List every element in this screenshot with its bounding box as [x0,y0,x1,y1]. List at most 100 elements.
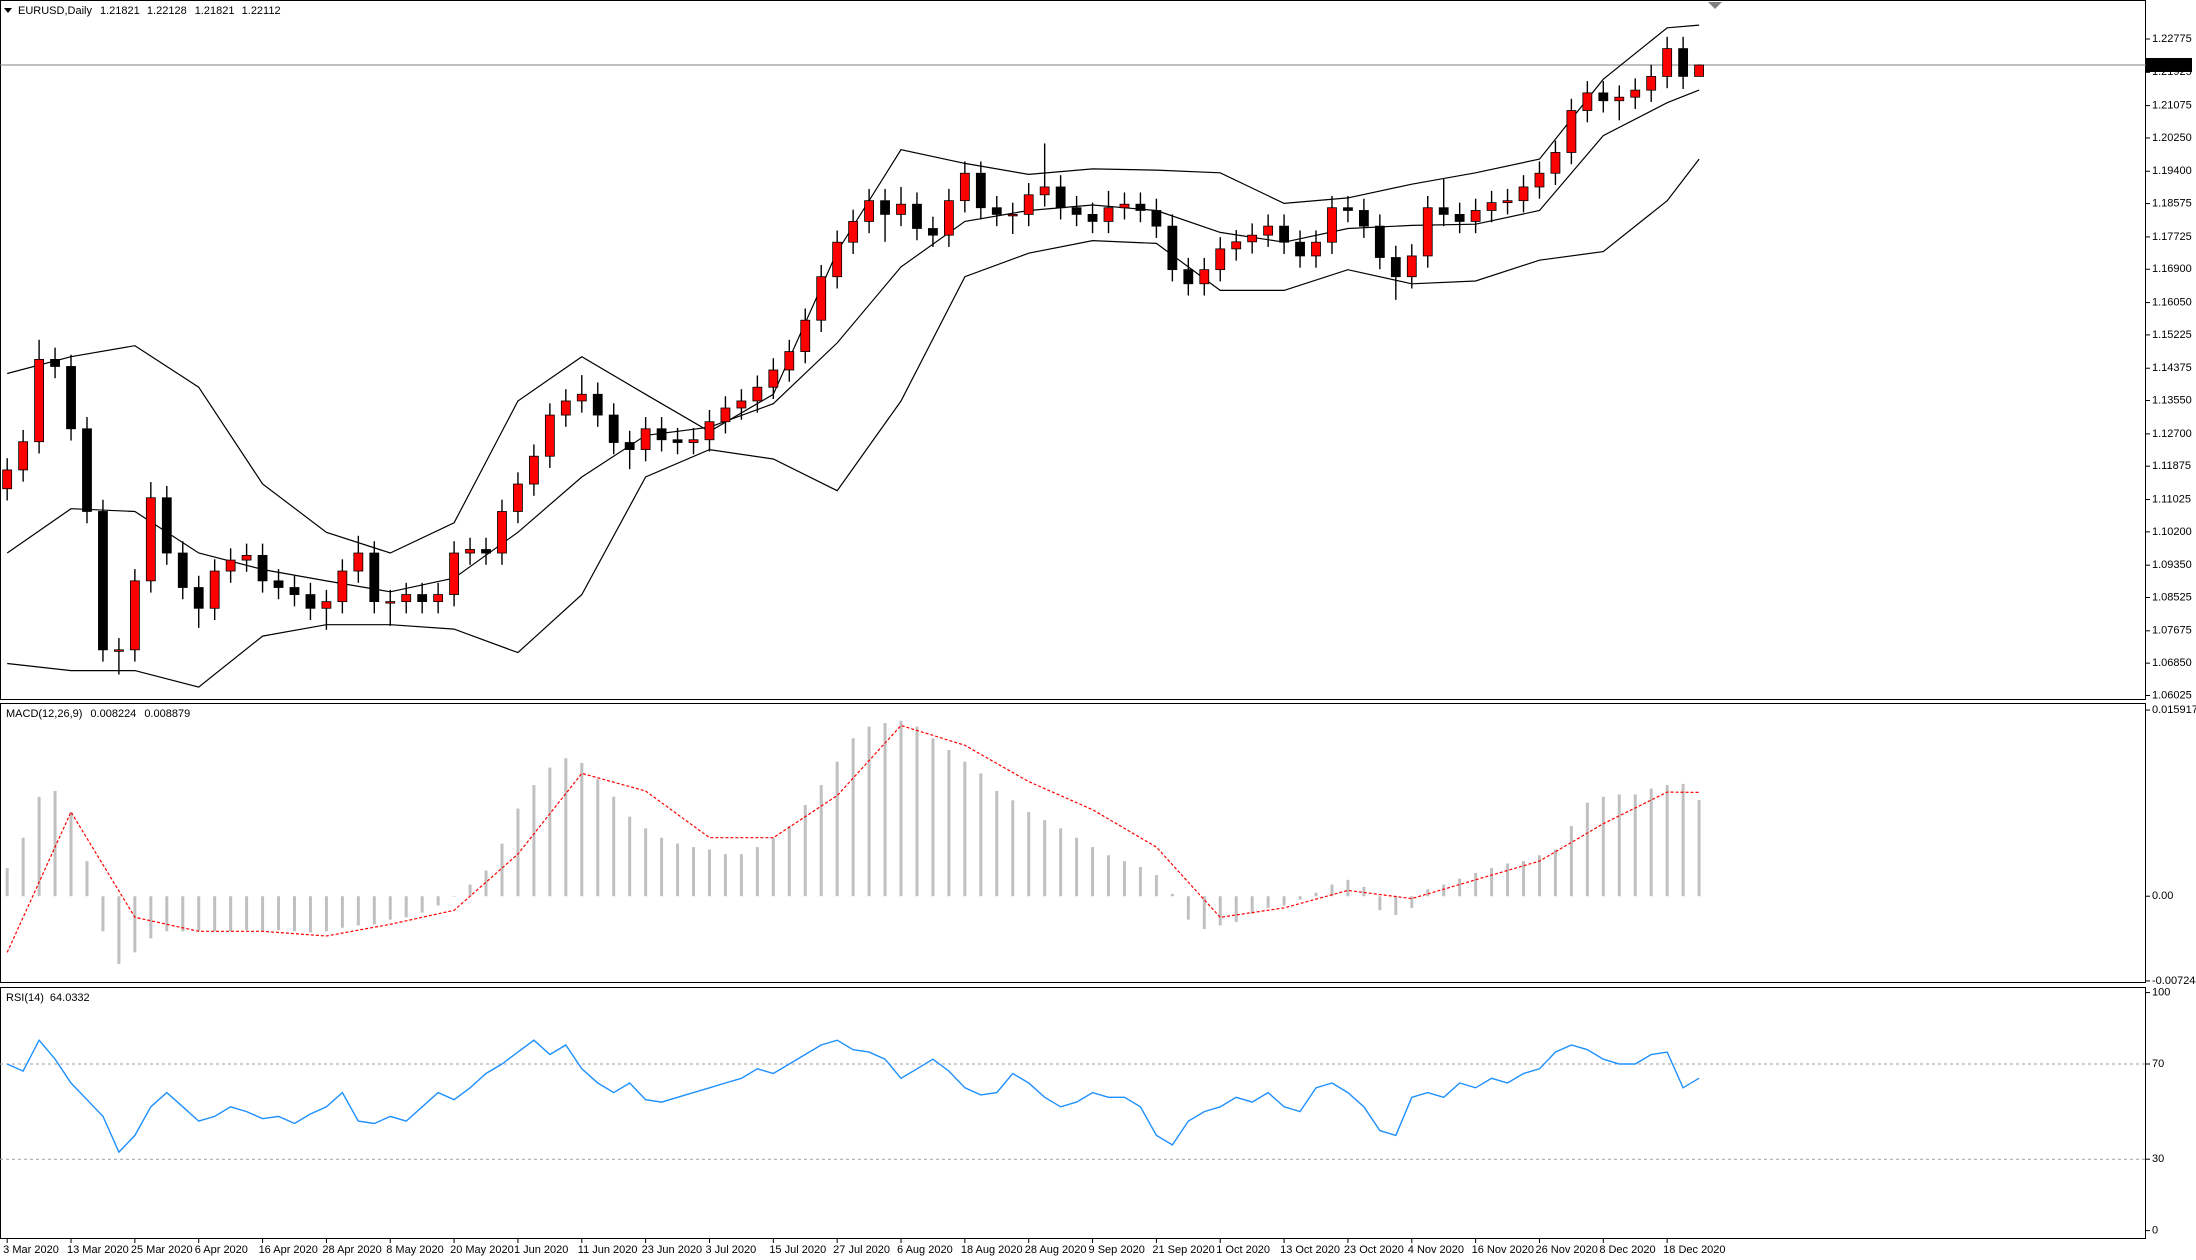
x-tick-label: 16 Nov 2020 [1472,1244,1534,1256]
candle-body [608,414,619,443]
candle-body [1502,200,1513,204]
candle-body [1582,92,1593,111]
candle-body [449,552,459,595]
candle-body [129,580,140,651]
x-tick-label: 9 Sep 2020 [1089,1244,1145,1256]
candle-body [1678,48,1689,77]
candle-body [784,351,795,371]
macd-bar [1298,896,1302,900]
candle-body [656,428,667,441]
candle-body [864,200,874,222]
candle-body [1470,210,1481,222]
macd-bar [404,896,408,918]
panel-frame [0,703,2146,983]
candle-body [1071,207,1082,215]
macd-bar [117,896,121,965]
candle-body [848,221,859,243]
macd-bar [979,773,983,897]
macd-bar [963,761,967,897]
x-tick-label: 18 Aug 2020 [961,1244,1023,1256]
x-tick-label: 8 May 2020 [386,1244,443,1256]
candle-body [50,359,60,367]
macd-bar [1234,896,1238,922]
candle-body [305,594,316,609]
ohlc-readout: 1.22128 [147,5,187,17]
candle-body [1167,225,1178,271]
candle-body [225,559,236,572]
candle-body [880,200,890,215]
panel-title: EURUSD,Daily 1.21821 1.22128 1.21821 1.22112 [18,5,281,17]
y-tick-label: 1.11875 [2152,460,2191,472]
macd-bar [1282,896,1286,906]
macd-bar [1362,886,1366,897]
macd-bar [899,720,903,897]
macd-bar [1426,889,1430,897]
macd-bar [245,896,249,931]
y-tick-label: 1.06025 [2152,689,2192,701]
candle-body [34,359,45,443]
candle-body [465,549,475,554]
candle-body [928,228,938,236]
candle-body [1550,152,1561,174]
macd-bar [101,896,105,932]
candle-body [704,421,715,441]
macd-bar [692,847,696,897]
macd-bar [1314,892,1318,897]
x-tick-label: 6 Aug 2020 [897,1244,953,1256]
macd-bar [1474,872,1478,897]
candle-body [1327,207,1337,243]
macd-bar [1170,893,1174,897]
macd-bar [356,896,360,926]
macd-bar [69,812,73,897]
macd-bar [660,837,664,897]
macd-bar [149,896,153,939]
macd-bar [516,808,520,897]
candle-body [1422,207,1433,257]
x-tick-label: 15 Jul 2020 [769,1244,826,1256]
macd-bar [835,761,839,897]
macd-bar [803,804,807,897]
x-tick-label: 28 Apr 2020 [322,1244,381,1256]
macd-bar [564,758,568,897]
candle-body [816,276,827,321]
x-tick-label: 18 Dec 2020 [1663,1244,1725,1256]
candle-body [1343,207,1353,211]
macd-bar [5,868,9,897]
macd-bar [340,896,344,928]
x-tick-label: 23 Oct 2020 [1344,1244,1404,1256]
macd-bar [915,726,919,897]
candle-body [18,441,29,471]
candle-body [337,570,348,603]
panel-frame [0,0,2146,700]
candle-body [975,172,986,209]
menu-arrow[interactable] [4,8,12,13]
macd-bar [261,896,265,932]
signal-readout: 0.008879 [144,708,190,720]
x-tick-label: 26 Nov 2020 [1535,1244,1597,1256]
y-tick-label: 1.09350 [2152,559,2192,571]
candle-body [1199,269,1210,285]
candle-body [736,400,747,409]
candle-body [193,587,204,609]
macd-bar [484,870,488,897]
candle-body [1295,241,1305,257]
macd-bar [436,896,440,906]
candle-body [1087,213,1098,222]
macd-bar [1186,896,1190,920]
macd-bar [1218,896,1222,926]
macd-bar [676,843,680,897]
candle-body [688,439,699,443]
macd-bar [292,896,296,932]
candle-body [1215,248,1226,271]
macd-bar [755,847,759,897]
candle-body [1358,210,1369,227]
candle-body [66,366,76,430]
x-tick-label: 27 Jul 2020 [833,1244,890,1256]
macd-bar [1537,855,1541,897]
macd-bar [1490,868,1494,897]
candle-body [513,483,523,512]
macd-bar [500,843,504,897]
macd-bar [1394,896,1398,915]
